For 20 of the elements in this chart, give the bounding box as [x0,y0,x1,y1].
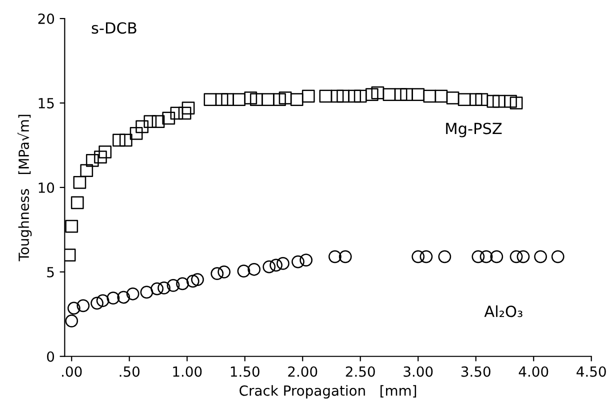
x-tick-label: 2.00 [288,366,318,377]
x-tick-label: 1.50 [230,366,260,377]
x-tick-label: 3.00 [404,366,433,377]
x-tick-label: 4.00 [518,366,548,377]
x-tick-label: 3.50 [461,366,490,377]
x-tick-label: 2.50 [346,366,375,377]
y-tick-label: 20 [38,14,54,24]
y-tick-label: 15 [38,98,54,108]
y-axis-title: Toughness [MPa√m] [18,114,32,262]
y-tick-label: 0 [47,351,54,362]
series-label: Mg-PSZ [446,122,502,138]
y-tick-label: 5 [47,267,54,278]
annotation: s-DCB [92,22,136,34]
x-tick-label: .50 [120,366,140,377]
x-tick-label: 1.00 [173,366,202,377]
x-axis-title: Crack Propagation [mm] [240,385,416,399]
x-tick-label: 4.50 [576,366,606,377]
text: Al₂O₃ [484,305,522,318]
y-tick-label: 10 [38,182,54,193]
x-tick-label: .00 [62,366,82,377]
